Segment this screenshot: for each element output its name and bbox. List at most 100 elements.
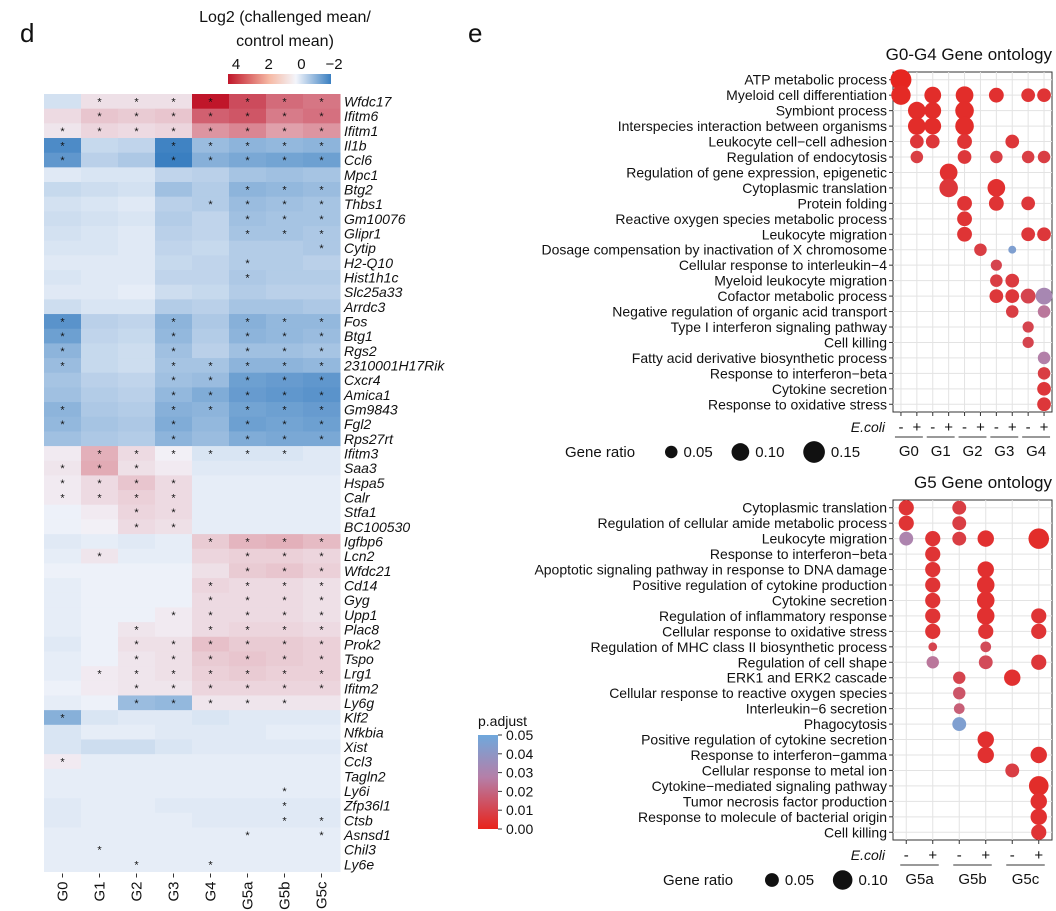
significance-star: *: [319, 140, 324, 152]
heatmap-cell: [303, 842, 341, 858]
heatmap-cell: [229, 548, 267, 564]
heatmap-cell: [81, 563, 119, 579]
heatmap-cell: [81, 196, 119, 212]
significance-star: *: [134, 507, 139, 519]
gene-label: Ccl6: [344, 152, 372, 168]
significance-star: *: [282, 610, 287, 622]
significance-star: *: [171, 639, 176, 651]
heatmap-cell: [266, 372, 304, 388]
heatmap-cell: [192, 226, 230, 242]
significance-star: *: [282, 419, 287, 431]
go-term-label: Regulation of gene expression, epigeneti…: [626, 164, 887, 180]
gene-label: Cd14: [344, 578, 378, 594]
significance-star: *: [282, 815, 287, 827]
go-dot: [1037, 150, 1051, 164]
heatmap-cell: [155, 622, 193, 638]
significance-star: *: [97, 463, 102, 475]
gene-label: Lrg1: [344, 666, 372, 682]
heatmap-cell: [192, 812, 230, 828]
heatmap-cell: [303, 284, 341, 300]
padjust-tick-label: 0.02: [506, 783, 533, 799]
go-dot: [925, 623, 941, 639]
go-dot: [1030, 746, 1047, 764]
condition-sign: +: [1040, 419, 1049, 436]
heatmap-cell: [229, 196, 267, 212]
heatmap-cell: [118, 680, 156, 696]
significance-star: *: [319, 346, 324, 358]
heatmap-cell: [118, 607, 156, 623]
heatmap-cell: [118, 842, 156, 858]
heatmap-cell: [81, 416, 119, 432]
heatmap-cell: [44, 827, 82, 843]
significance-star: *: [171, 96, 176, 108]
heatmap-cell: [303, 695, 341, 711]
significance-star: *: [171, 522, 176, 534]
significance-star: *: [282, 683, 287, 695]
heatmap-cell: [155, 196, 193, 212]
heatmap-cell: [44, 343, 82, 359]
gene-label: Ifitm3: [344, 446, 378, 462]
significance-star: *: [282, 405, 287, 417]
heatmap-cell: [155, 299, 193, 315]
condition-sign: -: [962, 419, 967, 436]
heatmap-cell: [229, 783, 267, 799]
heatmap-cell: [229, 416, 267, 432]
heatmap-cell: [81, 108, 119, 124]
significance-star: *: [245, 537, 250, 549]
gene-label: Mpc1: [344, 167, 378, 183]
heatmap-cell: [229, 622, 267, 638]
significance-star: *: [97, 845, 102, 857]
heatmap-cell: [229, 343, 267, 359]
heatmap-cell: [192, 270, 230, 286]
significance-star: *: [245, 419, 250, 431]
go-term-label: Cofactor metabolic process: [717, 288, 887, 304]
gene-label: 2310001H17Rik: [343, 358, 445, 374]
heatmap-cell: [155, 798, 193, 814]
go-dot: [952, 516, 967, 531]
heatmap-cell: [118, 270, 156, 286]
heatmap-cell: [81, 358, 119, 374]
significance-star: *: [245, 184, 250, 196]
heatmap-cell: [44, 592, 82, 608]
heatmap-cell: [303, 519, 341, 535]
heatmap-legend-tick: 0: [297, 56, 305, 73]
heatmap-cell: [118, 138, 156, 154]
heatmap-cell: [44, 724, 82, 740]
go-term-label: Response to interferon−beta: [710, 365, 887, 381]
significance-star: *: [208, 140, 213, 152]
significance-star: *: [319, 243, 324, 255]
heatmap-legend-tick: 2: [265, 56, 273, 73]
size-legend-label: 0.05: [684, 444, 713, 461]
significance-star: *: [245, 449, 250, 461]
heatmap-cell: [118, 666, 156, 682]
significance-star: *: [245, 830, 250, 842]
significance-star: *: [319, 669, 324, 681]
significance-star: *: [171, 493, 176, 505]
heatmap-cell: [192, 343, 230, 359]
go-dot: [957, 150, 972, 164]
significance-star: *: [60, 713, 65, 725]
heatmap-cell: [118, 402, 156, 418]
padjust-tick-label: 0.03: [506, 765, 533, 781]
gene-label: Slc25a33: [344, 284, 403, 300]
dotplot-group-label: G5c: [1012, 871, 1040, 888]
gene-label: Calr: [344, 490, 371, 506]
heatmap-cell: [303, 255, 341, 271]
significance-star: *: [282, 331, 287, 343]
significance-star: *: [319, 184, 324, 196]
heatmap-cell: [192, 196, 230, 212]
gene-label: Il1b: [344, 137, 367, 153]
significance-star: *: [245, 272, 250, 284]
significance-star: *: [171, 331, 176, 343]
condition-sign: +: [1034, 847, 1043, 864]
heatmap-cell: [155, 328, 193, 344]
heatmap-cell: [81, 167, 119, 183]
heatmap-cell: [266, 343, 304, 359]
heatmap-cell: [44, 460, 82, 476]
significance-star: *: [245, 566, 250, 578]
gene-label: Btg2: [344, 181, 373, 197]
heatmap-cell: [81, 270, 119, 286]
heatmap-cell: [44, 475, 82, 491]
significance-star: *: [171, 155, 176, 167]
